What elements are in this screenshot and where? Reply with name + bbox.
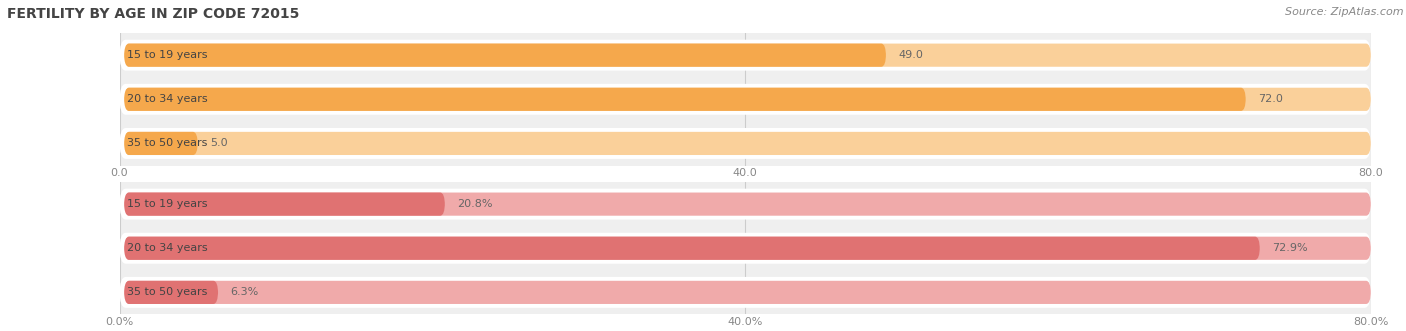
FancyBboxPatch shape bbox=[124, 281, 1371, 304]
FancyBboxPatch shape bbox=[124, 88, 1246, 111]
Text: 35 to 50 years: 35 to 50 years bbox=[128, 287, 208, 297]
Text: 35 to 50 years: 35 to 50 years bbox=[128, 138, 208, 148]
FancyBboxPatch shape bbox=[124, 193, 444, 216]
FancyBboxPatch shape bbox=[120, 277, 1371, 308]
Text: 72.9%: 72.9% bbox=[1272, 243, 1308, 253]
Text: 20 to 34 years: 20 to 34 years bbox=[128, 94, 208, 104]
Text: 20.8%: 20.8% bbox=[457, 199, 494, 209]
Text: 6.3%: 6.3% bbox=[231, 287, 259, 297]
Text: 72.0: 72.0 bbox=[1258, 94, 1284, 104]
Text: 15 to 19 years: 15 to 19 years bbox=[128, 50, 208, 60]
FancyBboxPatch shape bbox=[120, 40, 1371, 71]
Text: 20 to 34 years: 20 to 34 years bbox=[128, 243, 208, 253]
FancyBboxPatch shape bbox=[124, 132, 198, 155]
Text: FERTILITY BY AGE IN ZIP CODE 72015: FERTILITY BY AGE IN ZIP CODE 72015 bbox=[7, 7, 299, 21]
FancyBboxPatch shape bbox=[120, 233, 1371, 264]
Text: 49.0: 49.0 bbox=[898, 50, 924, 60]
FancyBboxPatch shape bbox=[124, 132, 1371, 155]
Text: Source: ZipAtlas.com: Source: ZipAtlas.com bbox=[1285, 7, 1403, 17]
FancyBboxPatch shape bbox=[124, 281, 218, 304]
FancyBboxPatch shape bbox=[124, 44, 1371, 67]
FancyBboxPatch shape bbox=[120, 128, 1371, 159]
FancyBboxPatch shape bbox=[120, 84, 1371, 115]
Text: 5.0: 5.0 bbox=[211, 138, 228, 148]
FancyBboxPatch shape bbox=[124, 44, 886, 67]
Text: 15 to 19 years: 15 to 19 years bbox=[128, 199, 208, 209]
FancyBboxPatch shape bbox=[120, 189, 1371, 219]
FancyBboxPatch shape bbox=[124, 88, 1371, 111]
FancyBboxPatch shape bbox=[124, 193, 1371, 216]
FancyBboxPatch shape bbox=[124, 237, 1371, 260]
FancyBboxPatch shape bbox=[124, 237, 1260, 260]
